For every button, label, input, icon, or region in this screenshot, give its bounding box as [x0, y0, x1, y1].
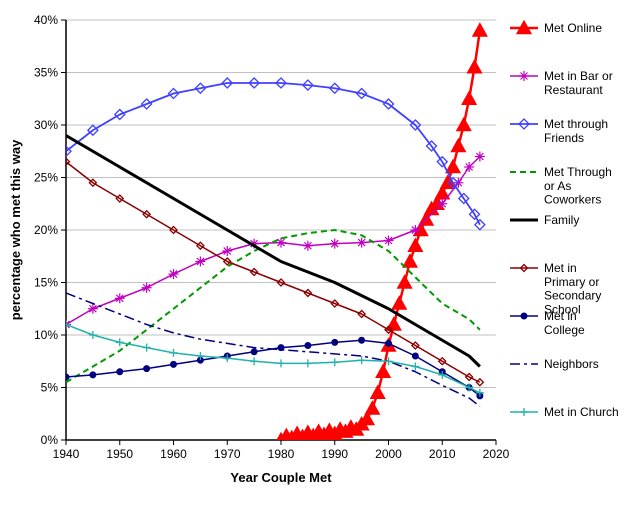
chart-svg: 0% 5% 10% 15% 20% 25% 30% 35% 40% 1940 1950 1960 197… [0, 0, 629, 523]
x-axis-label: Year Couple Met [230, 470, 332, 485]
legend-label: Met in Bar orRestaurant [544, 69, 613, 97]
legend-label: Neighbors [544, 357, 599, 371]
svg-text:1970: 1970 [214, 447, 241, 461]
y-axis-label: percentage who met this way [8, 139, 23, 320]
svg-text:1960: 1960 [160, 447, 187, 461]
svg-text:0%: 0% [41, 433, 59, 447]
legend-label: Family [544, 213, 579, 227]
svg-text:35%: 35% [34, 66, 58, 80]
svg-text:20%: 20% [34, 223, 58, 237]
legend-label: Met in Church [544, 405, 619, 419]
svg-text:15%: 15% [34, 276, 58, 290]
svg-text:30%: 30% [34, 118, 58, 132]
how-couples-met-chart: 0% 5% 10% 15% 20% 25% 30% 35% 40% 1940 1950 1960 197… [0, 0, 629, 523]
svg-text:1940: 1940 [53, 447, 80, 461]
svg-text:2000: 2000 [375, 447, 402, 461]
svg-text:1980: 1980 [268, 447, 295, 461]
svg-text:5%: 5% [41, 381, 59, 395]
svg-text:2010: 2010 [429, 447, 456, 461]
svg-text:25%: 25% [34, 171, 58, 185]
legend-label: Met Online [544, 21, 602, 35]
svg-text:1990: 1990 [321, 447, 348, 461]
svg-text:40%: 40% [34, 13, 58, 27]
svg-text:1950: 1950 [106, 447, 133, 461]
legend-entry-online: Met Online [510, 21, 602, 35]
svg-text:2020: 2020 [483, 447, 510, 461]
svg-text:10%: 10% [34, 328, 58, 342]
